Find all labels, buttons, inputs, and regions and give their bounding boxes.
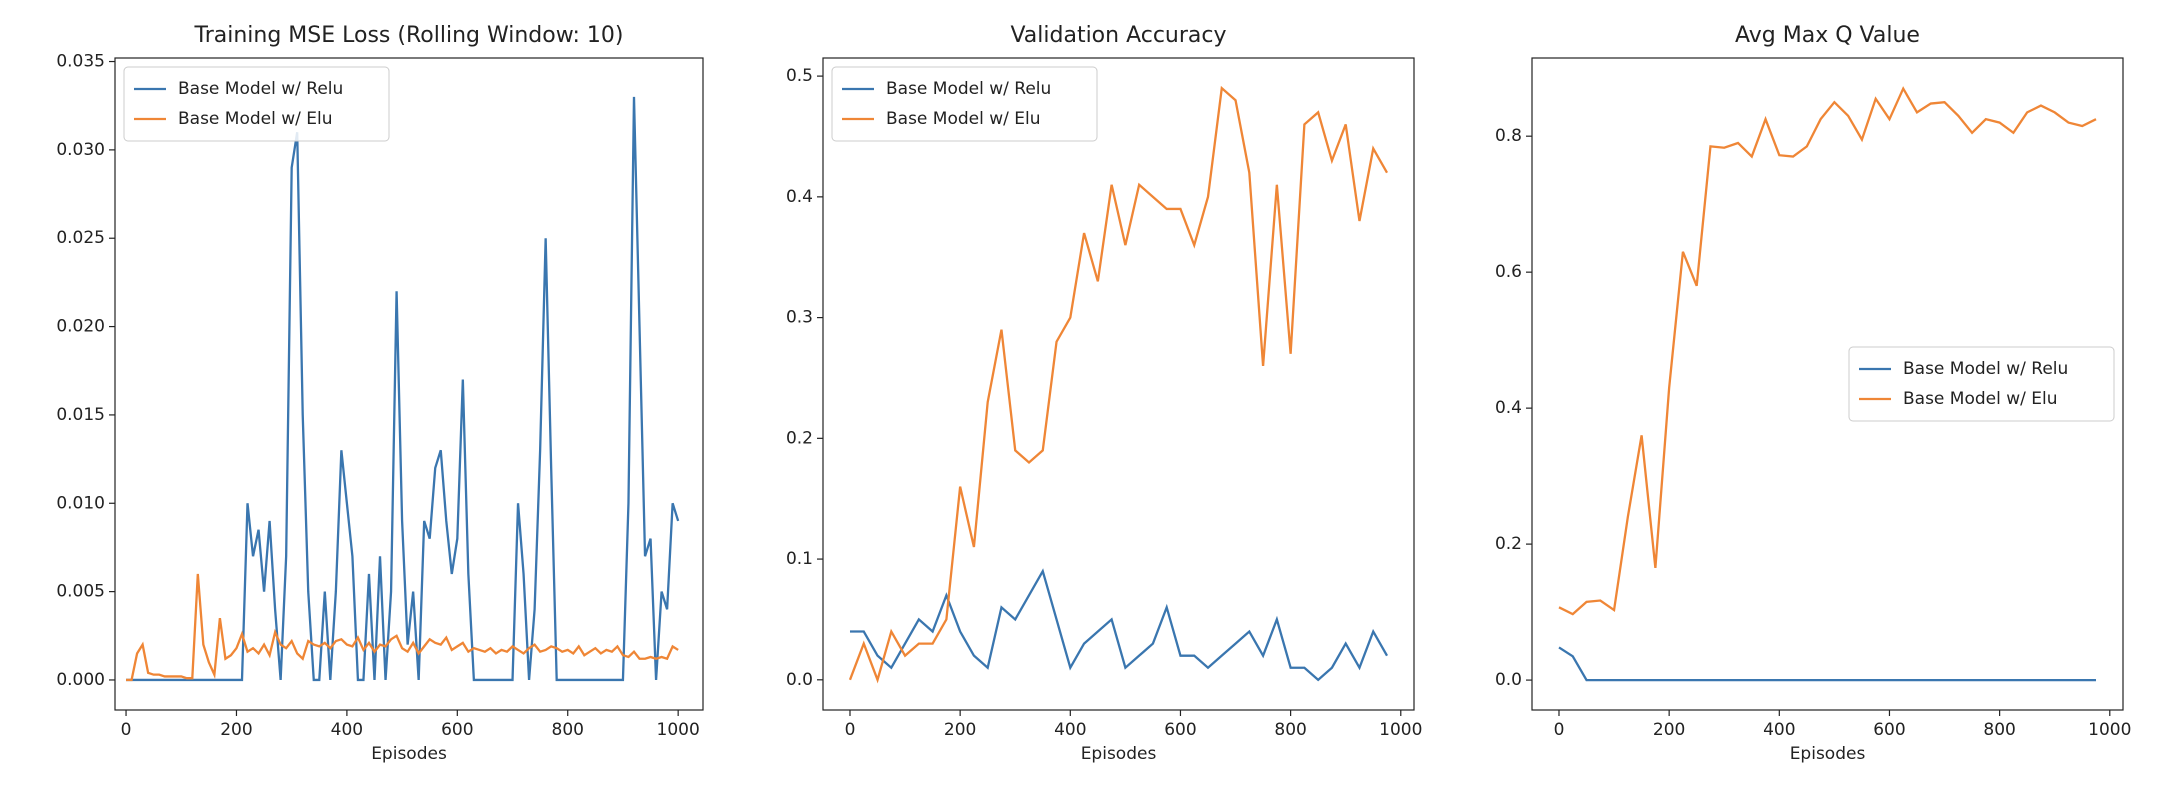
x-tick-label: 600 bbox=[1164, 720, 1196, 740]
x-tick-label: 600 bbox=[1873, 720, 1905, 740]
y-tick-label: 0.010 bbox=[56, 493, 105, 513]
chart-title: Training MSE Loss (Rolling Window: 10) bbox=[194, 23, 624, 48]
x-tick-label: 800 bbox=[1983, 720, 2015, 740]
y-tick-label: 0.2 bbox=[786, 428, 813, 448]
plot-frame bbox=[822, 57, 1415, 711]
y-tick-label: 0.1 bbox=[786, 549, 813, 569]
y-tick-label: 0.015 bbox=[56, 405, 105, 425]
x-axis-label: Episodes bbox=[371, 744, 447, 764]
legend: Base Model w/ Relu Base Model w/ Elu bbox=[1848, 346, 2115, 422]
y-tick-label: 0.020 bbox=[56, 317, 105, 337]
legend: Base Model w/ Relu Base Model w/ Elu bbox=[123, 66, 390, 142]
y-tick-label: 0.4 bbox=[1495, 398, 1522, 418]
y-tick-label: 0.6 bbox=[1495, 262, 1522, 282]
chart-title: Avg Max Q Value bbox=[1735, 23, 1920, 48]
legend-label: Base Model w/ Relu bbox=[886, 79, 1051, 99]
legend: Base Model w/ Relu Base Model w/ Elu bbox=[831, 66, 1098, 142]
legend-box bbox=[831, 66, 1098, 142]
x-tick-label: 800 bbox=[1274, 720, 1306, 740]
x-tick-label: 1000 bbox=[657, 720, 700, 740]
data-line bbox=[1558, 86, 2097, 616]
legend-label: Base Model w/ Elu bbox=[178, 109, 333, 129]
x-tick-label: 400 bbox=[1763, 720, 1795, 740]
data-line bbox=[1558, 646, 2097, 682]
data-line bbox=[848, 85, 1389, 684]
data-line bbox=[126, 573, 679, 682]
y-tick-label: 0.035 bbox=[56, 52, 105, 72]
plot-frame bbox=[114, 57, 704, 711]
x-tick-label: 200 bbox=[220, 720, 252, 740]
y-tick-label: 0.000 bbox=[56, 670, 105, 690]
plot-frame bbox=[1531, 57, 2124, 711]
x-tick-label: 0 bbox=[845, 720, 856, 740]
y-tick-label: 0.3 bbox=[786, 308, 813, 328]
data-line bbox=[849, 568, 1389, 682]
data-line bbox=[126, 96, 680, 682]
x-tick-label: 0 bbox=[121, 720, 132, 740]
x-tick-label: 200 bbox=[944, 720, 976, 740]
x-axis-label: Episodes bbox=[1790, 744, 1866, 764]
y-tick-label: 0.5 bbox=[786, 66, 813, 86]
y-tick-label: 0.4 bbox=[786, 187, 813, 207]
x-tick-label: 800 bbox=[552, 720, 584, 740]
x-tick-label: 0 bbox=[1554, 720, 1565, 740]
y-tick-label: 0.005 bbox=[56, 582, 105, 602]
x-tick-label: 1000 bbox=[2088, 720, 2131, 740]
legend-label: Base Model w/ Relu bbox=[178, 79, 343, 99]
legend-box bbox=[123, 66, 390, 142]
legend-label: Base Model w/ Elu bbox=[1903, 389, 2058, 409]
y-tick-label: 0.8 bbox=[1495, 126, 1522, 146]
x-tick-label: 400 bbox=[331, 720, 363, 740]
y-tick-label: 0.0 bbox=[786, 670, 813, 690]
x-axis-label: Episodes bbox=[1081, 744, 1157, 764]
x-tick-label: 600 bbox=[441, 720, 473, 740]
chart-title: Validation Accuracy bbox=[1010, 23, 1226, 48]
y-tick-label: 0.2 bbox=[1495, 534, 1522, 554]
x-tick-label: 200 bbox=[1653, 720, 1685, 740]
legend-label: Base Model w/ Relu bbox=[1903, 359, 2068, 379]
y-tick-label: 0.030 bbox=[56, 140, 105, 160]
y-tick-label: 0.025 bbox=[56, 228, 105, 248]
legend-box bbox=[1848, 346, 2115, 422]
x-tick-label: 400 bbox=[1054, 720, 1086, 740]
legend-label: Base Model w/ Elu bbox=[886, 109, 1041, 129]
y-tick-label: 0.0 bbox=[1495, 670, 1522, 690]
x-tick-label: 1000 bbox=[1379, 720, 1422, 740]
